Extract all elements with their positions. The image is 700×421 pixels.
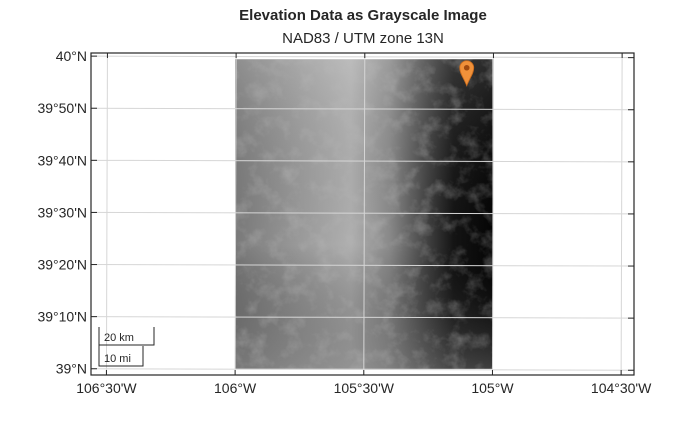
y-tick-label: 39°50'N <box>37 100 87 116</box>
meridian-gridline <box>105 52 108 376</box>
x-tick-label: 105°W <box>471 380 514 396</box>
y-tick-label: 39°20'N <box>37 257 87 273</box>
y-tick-label: 39°N <box>56 361 87 377</box>
parallel-gridline <box>90 368 635 371</box>
parallel-gridline <box>90 159 635 163</box>
parallel-gridline <box>90 316 635 319</box>
x-tick-label: 106°30'W <box>76 380 137 396</box>
chart-subtitle: NAD83 / UTM zone 13N <box>282 30 444 47</box>
x-tick-label: 106°W <box>214 380 257 396</box>
marker-dot <box>463 64 470 71</box>
x-tick-label: 105°30'W <box>334 380 395 396</box>
scale-bar: 20 km 10 mi <box>98 327 155 367</box>
y-tick-label: 39°40'N <box>37 152 87 168</box>
y-tick-label: 39°30'N <box>37 204 87 220</box>
y-tick-label: 40°N <box>56 48 87 64</box>
x-tick-label: 104°30'W <box>591 380 652 396</box>
parallel-gridline <box>90 107 635 111</box>
scalebar-mi-label: 10 mi <box>104 353 131 365</box>
marker-pin <box>459 60 475 87</box>
meridian-gridline <box>234 52 237 376</box>
location-marker-icon[interactable] <box>459 60 475 87</box>
scalebar-km-label: 20 km <box>104 332 134 344</box>
parallel-gridline <box>90 264 635 267</box>
parallel-gridline <box>90 211 635 215</box>
chart-title: Elevation Data as Grayscale Image <box>239 7 487 24</box>
parallel-gridline <box>90 55 635 59</box>
meridian-gridline <box>363 52 366 376</box>
y-tick-label: 39°10'N <box>37 309 87 325</box>
graticule <box>90 52 635 376</box>
